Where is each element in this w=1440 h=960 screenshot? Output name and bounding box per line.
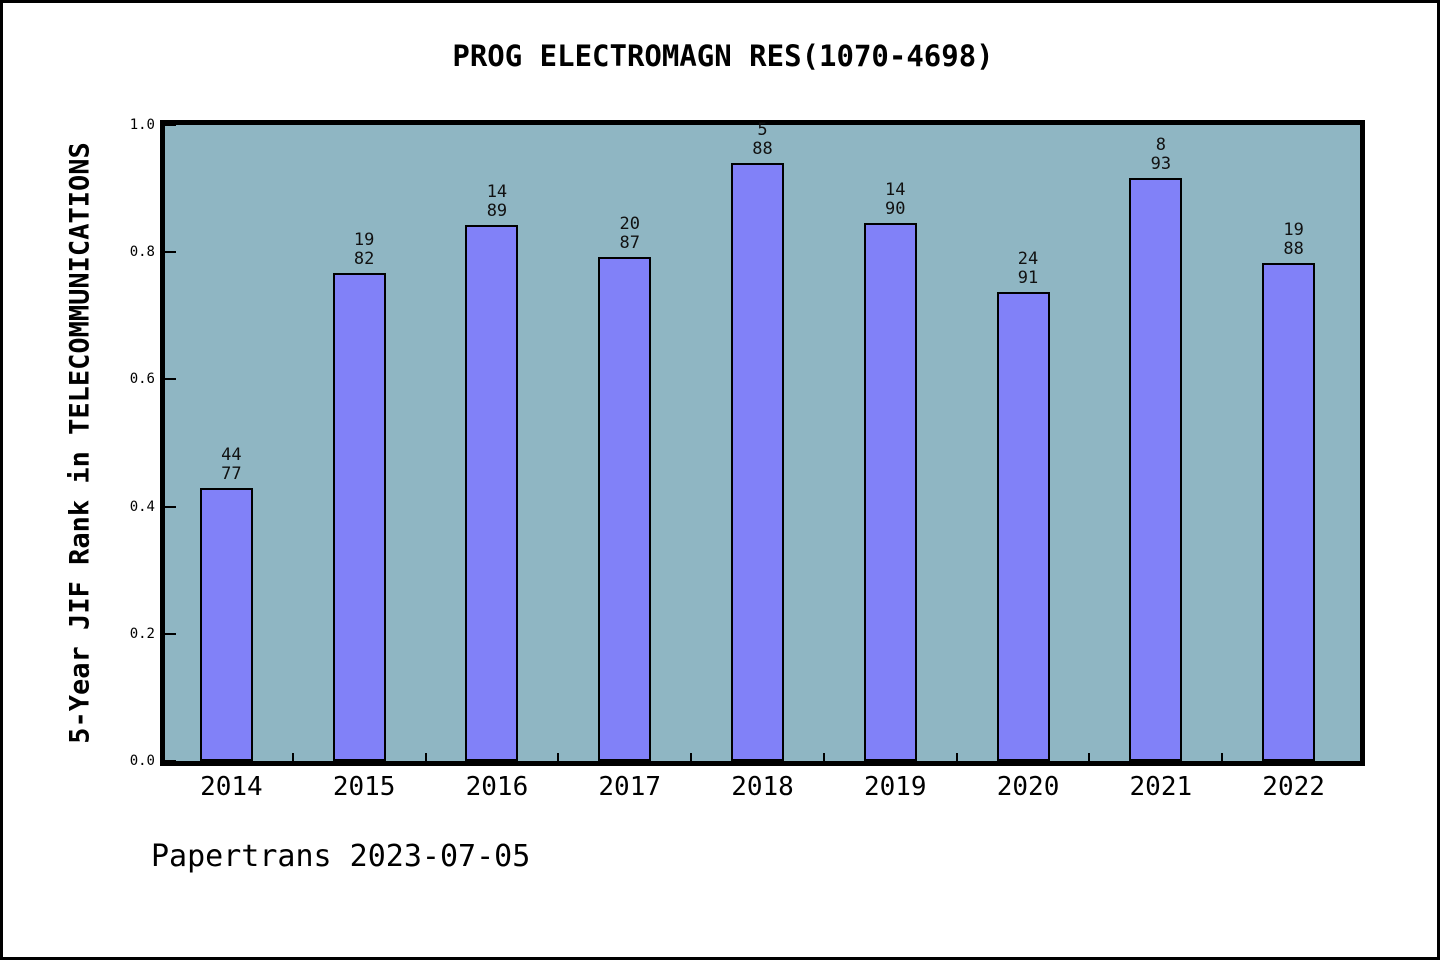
bar-2018 bbox=[731, 163, 784, 761]
y-tick bbox=[165, 378, 176, 381]
x-minor-tick bbox=[291, 753, 294, 761]
watermark-text: Papertrans 2023-07-05 bbox=[151, 839, 531, 874]
bar-2022 bbox=[1262, 263, 1316, 761]
x-minor-tick bbox=[822, 753, 825, 761]
x-minor-tick bbox=[955, 753, 958, 761]
x-tick-label-2019: 2019 bbox=[863, 772, 927, 802]
y-tick-label-0.2: 0.2 bbox=[129, 625, 155, 642]
x-minor-tick bbox=[1088, 753, 1091, 761]
x-tick-label-2022: 2022 bbox=[1262, 772, 1325, 802]
bar-value-label-2020: 24 91 bbox=[1017, 249, 1039, 288]
bar-value-label-2021: 8 93 bbox=[1150, 135, 1172, 174]
y-tick-label-0.8: 0.8 bbox=[129, 244, 155, 261]
y-tick bbox=[165, 124, 176, 126]
bar-2014 bbox=[199, 488, 253, 761]
x-minor-tick bbox=[1221, 753, 1224, 761]
bar-value-label-2016: 14 89 bbox=[486, 182, 508, 221]
x-tick-label-2015: 2015 bbox=[332, 772, 396, 802]
y-tick bbox=[165, 632, 176, 635]
bar-value-label-2015: 19 82 bbox=[353, 230, 375, 269]
y-tick-label-0.0: 0.0 bbox=[129, 753, 155, 769]
x-minor-tick bbox=[690, 753, 693, 761]
x-minor-tick bbox=[424, 753, 427, 761]
x-tick-label-2021: 2021 bbox=[1129, 772, 1193, 802]
bar-2017 bbox=[598, 257, 652, 761]
bar-2021 bbox=[1129, 178, 1183, 761]
chart-title: PROG ELECTROMAGN RES(1070-4698) bbox=[452, 39, 994, 73]
x-tick-label-2017: 2017 bbox=[598, 772, 662, 802]
y-tick bbox=[165, 505, 176, 508]
y-tick-label-0.4: 0.4 bbox=[129, 498, 155, 515]
bar-value-label-2014: 44 77 bbox=[221, 445, 242, 484]
x-tick-label-2014: 2014 bbox=[200, 772, 263, 802]
y-axis-label: 5-Year JIF Rank in TELECOMMUNICATIONS bbox=[64, 142, 96, 744]
x-tick-label-2016: 2016 bbox=[465, 772, 529, 802]
bar-2020 bbox=[996, 292, 1050, 761]
y-tick-label-0.6: 0.6 bbox=[129, 371, 155, 388]
x-tick-label-2018: 2018 bbox=[731, 772, 794, 802]
bar-value-label-2018: 5 88 bbox=[752, 120, 773, 159]
bar-value-label-2019: 14 90 bbox=[885, 180, 906, 219]
x-minor-tick bbox=[557, 753, 560, 761]
y-tick bbox=[165, 251, 176, 254]
bar-2015 bbox=[332, 273, 386, 761]
plot-area bbox=[160, 120, 1365, 766]
bar-2019 bbox=[863, 223, 917, 761]
y-tick bbox=[165, 760, 176, 762]
bar-value-label-2022: 19 88 bbox=[1283, 220, 1304, 259]
bar-value-label-2017: 20 87 bbox=[619, 214, 640, 253]
x-tick-label-2020: 2020 bbox=[996, 772, 1060, 802]
bar-2016 bbox=[465, 225, 519, 761]
y-tick-label-1.0: 1.0 bbox=[129, 117, 155, 133]
